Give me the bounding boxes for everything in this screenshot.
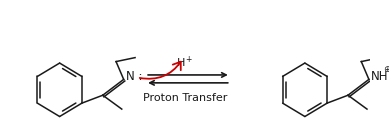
Text: ⊕: ⊕ <box>383 65 389 74</box>
Text: H$^+$: H$^+$ <box>176 54 194 70</box>
FancyArrowPatch shape <box>140 62 181 79</box>
Text: Proton Transfer: Proton Transfer <box>143 93 227 103</box>
Text: N :: N : <box>126 70 142 83</box>
Text: NH: NH <box>371 70 388 83</box>
